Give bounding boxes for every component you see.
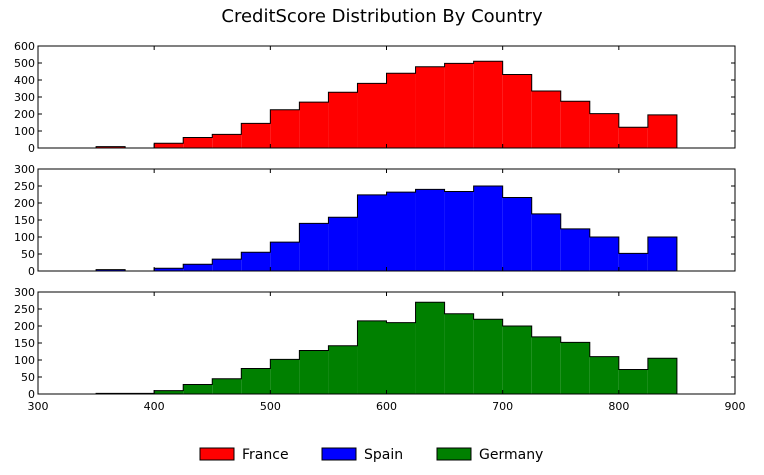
bar-france-19 [647,114,677,148]
bar-france-6 [270,109,300,148]
y-tick-label-france: 600 [14,40,35,53]
bar-france-16 [560,101,590,148]
y-tick-label-germany: 300 [14,286,35,299]
x-tick-label: 400 [144,400,165,413]
bar-germany-9 [357,320,387,394]
bar-germany-12 [444,313,474,394]
bar-germany-7 [299,350,329,394]
legend-label-germany: Germany [479,447,543,463]
histogram-outline-spain [95,185,678,272]
bar-spain-18 [618,253,648,271]
x-tick-label: 900 [725,400,746,413]
bar-france-3 [183,137,213,148]
bar-france-17 [589,113,619,148]
bar-germany-2 [154,390,184,394]
bar-spain-8 [328,217,358,271]
bar-spain-16 [560,228,590,271]
bar-germany-19 [647,358,677,394]
bar-germany-16 [560,342,590,394]
bar-france-10 [386,73,416,148]
bar-spain-2 [154,268,184,271]
y-tick-label-france: 200 [14,108,35,121]
bar-germany-14 [502,326,532,394]
y-tick-label-spain: 50 [21,248,35,261]
bar-germany-5 [241,368,271,394]
legend-swatch-spain [321,447,357,461]
bar-spain-12 [444,191,474,271]
y-tick-label-germany: 150 [14,337,35,350]
bar-spain-3 [183,264,213,271]
bar-france-9 [357,83,387,148]
bar-germany-18 [618,369,648,394]
bar-spain-0 [96,269,126,271]
bar-spain-19 [647,237,677,271]
bar-germany-11 [415,302,445,394]
bar-france-18 [618,127,648,148]
y-tick-label-spain: 150 [14,214,35,227]
bar-france-14 [502,74,532,148]
y-tick-label-spain: 250 [14,180,35,193]
bar-france-7 [299,102,329,148]
y-tick-label-germany: 250 [14,303,35,316]
x-tick-label: 500 [260,400,281,413]
bar-spain-17 [589,237,619,271]
bar-spain-7 [299,223,329,271]
bar-france-12 [444,63,474,149]
bar-france-11 [415,66,445,148]
bar-germany-4 [212,378,242,394]
bar-spain-13 [473,186,503,271]
bar-spain-4 [212,259,242,271]
x-tick-label: 700 [492,400,513,413]
bar-spain-14 [502,197,532,271]
y-tick-label-france: 0 [28,142,35,155]
bar-germany-17 [589,356,619,394]
bar-spain-5 [241,252,271,271]
bar-france-2 [154,143,184,148]
histogram-outline-france [95,60,678,149]
y-tick-label-spain: 300 [14,163,35,176]
x-tick-label: 300 [28,400,49,413]
y-tick-label-spain: 100 [14,231,35,244]
legend-swatch-france [199,447,235,461]
y-tick-label-france: 500 [14,57,35,70]
y-tick-label-spain: 0 [28,265,35,278]
x-tick-label: 600 [376,400,397,413]
legend-swatch-germany [436,447,472,461]
y-tick-label-france: 300 [14,91,35,104]
bar-germany-3 [183,384,213,394]
bar-france-5 [241,123,271,148]
y-tick-label-germany: 0 [28,388,35,401]
bar-germany-13 [473,319,503,394]
y-tick-label-france: 100 [14,125,35,138]
bar-france-0 [96,146,126,148]
bar-spain-9 [357,194,387,271]
bar-spain-6 [270,242,300,271]
bar-france-15 [531,91,561,148]
bar-spain-10 [386,192,416,271]
bar-germany-10 [386,322,416,394]
bar-germany-8 [328,345,358,394]
histogram-outline-germany [95,301,678,394]
bar-germany-6 [270,359,300,394]
y-tick-label-germany: 100 [14,354,35,367]
y-tick-label-france: 400 [14,74,35,87]
bar-germany-15 [531,336,561,394]
legend-label-france: France [242,447,289,463]
y-tick-label-spain: 200 [14,197,35,210]
y-tick-label-germany: 50 [21,371,35,384]
y-tick-label-germany: 200 [14,320,35,333]
bar-france-13 [473,61,503,148]
bar-spain-15 [531,213,561,271]
bar-france-8 [328,92,358,148]
legend-label-spain: Spain [364,447,403,463]
x-tick-label: 800 [608,400,629,413]
chart-title: CreditScore Distribution By Country [221,6,543,27]
bar-spain-11 [415,189,445,271]
bar-france-4 [212,134,242,148]
